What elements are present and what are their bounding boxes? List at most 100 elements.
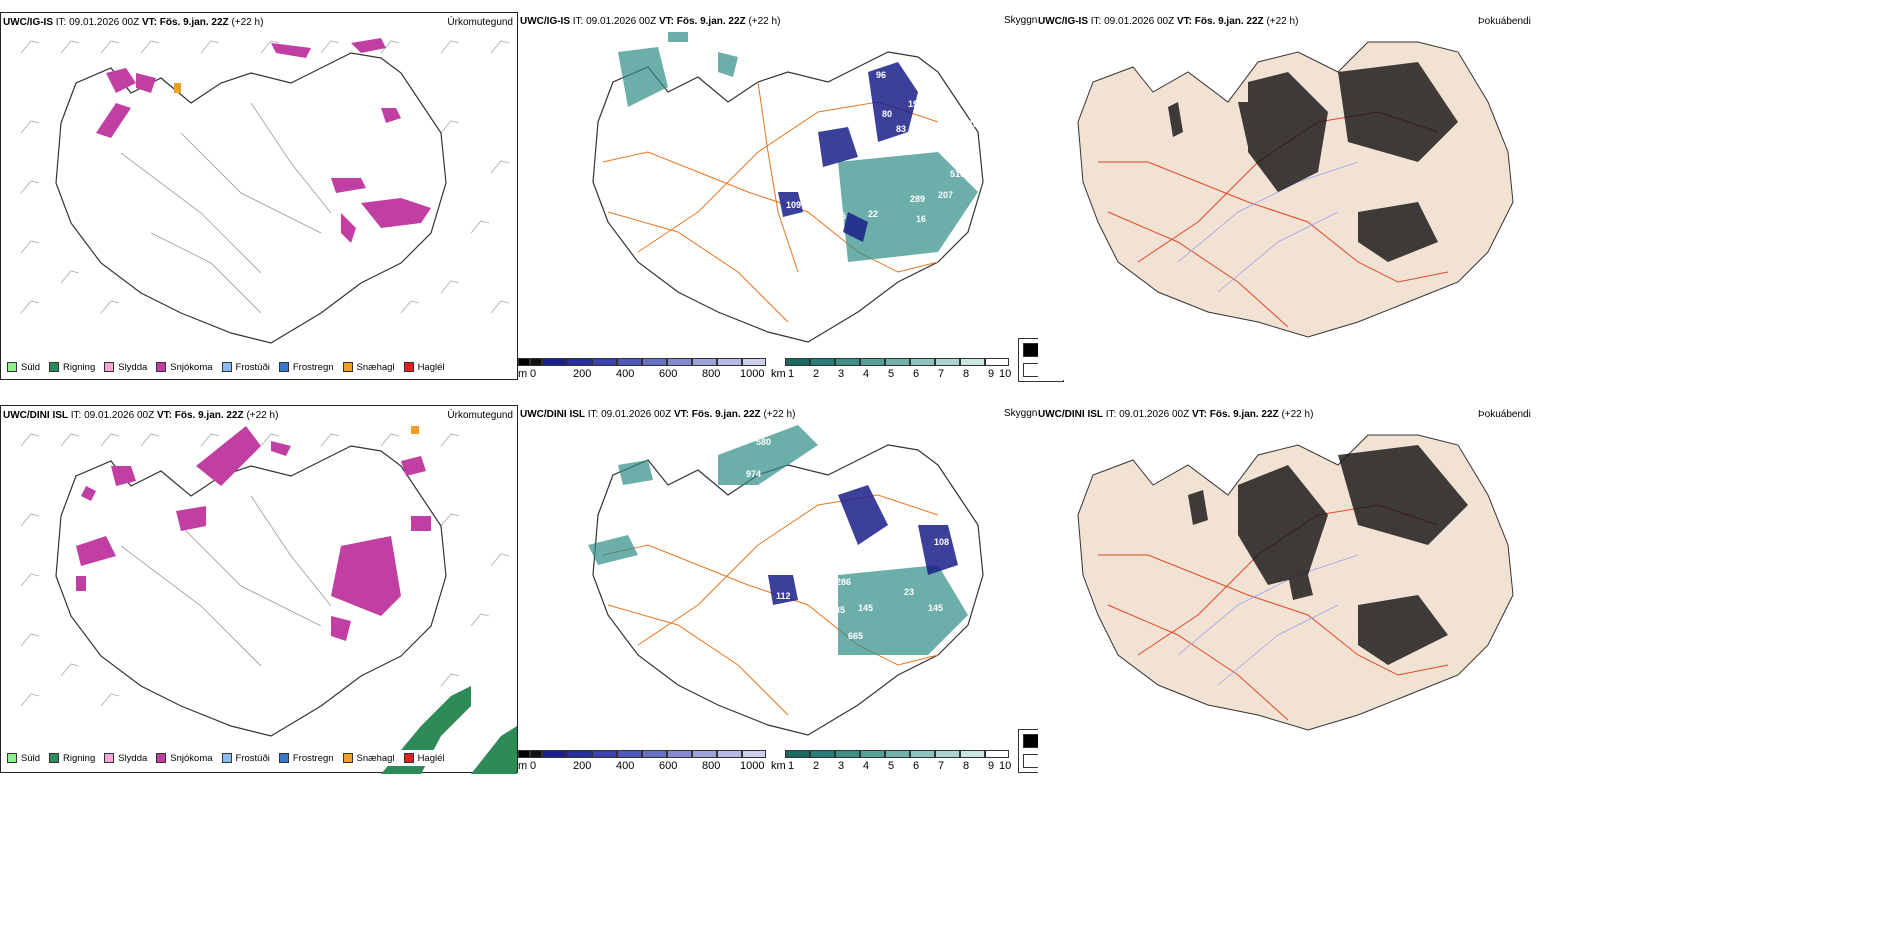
visibility-tick: 4 (863, 760, 870, 772)
legend-item: Haglél (403, 362, 445, 373)
visibility-map-row1: 96 101 197 80 83 18 76 15 519 289 207 16… (592, 32, 984, 343)
panel-header: UWC/IG-IS IT: 09.01.2026 00Z VT: Fös. 9.… (3, 17, 264, 28)
low-visibility-areas (618, 32, 978, 262)
legend-item: Frostregn (278, 362, 334, 373)
visibility-tick: 7 (938, 368, 945, 380)
cloud-base-tick: 0 (530, 368, 537, 380)
map-label: 519 (950, 169, 965, 179)
cloud-base-tick: 200 (573, 368, 592, 380)
cloud-base-tick: 400 (616, 368, 635, 380)
fog-map-row2 (1077, 434, 1514, 731)
visibility-tick: 8 (963, 760, 970, 772)
panel-header: UWC/IG-IS IT: 09.01.2026 00Z VT: Fös. 9.… (1038, 16, 1299, 27)
map-value-labels: 580 974 750 87 108 24 108 316 145 665 11… (613, 423, 949, 677)
cloud-base-tick: 800 (702, 760, 721, 772)
visibility-colorbar: km 1 2 3 4 5 6 7 8 9 10 (771, 358, 1011, 382)
legend-item: Snjókoma (156, 362, 213, 373)
fog-map-row1 (1077, 41, 1514, 338)
cloud-base-colorbar: m 0 200 400 600 800 1000 (518, 750, 768, 774)
visibility-tick: 1 (788, 760, 795, 772)
map-label: 23 (904, 587, 914, 597)
map-label: 145 (928, 603, 943, 613)
map-label: 235 (830, 605, 845, 615)
cloud-base-unit: m (518, 760, 528, 772)
visibility-tick: 5 (888, 368, 895, 380)
visibility-tick: 7 (938, 760, 945, 772)
cloud-base-unit: m (518, 368, 528, 380)
map-label: 83 (896, 124, 906, 134)
map-label: 41 (730, 200, 740, 210)
cloud-base-tick: 600 (659, 368, 678, 380)
map-label: 87 (932, 435, 942, 445)
map-label: 974 (746, 469, 761, 479)
map-label: 16 (916, 214, 926, 224)
map-label: 15 (954, 139, 964, 149)
map-label: 289 (910, 194, 925, 204)
cloud-base-tick: 0 (530, 760, 537, 772)
visibility-map-row2: 580 974 750 87 108 24 108 316 145 665 11… (588, 423, 984, 736)
precip-legend: Súld Rigning Slydda Snjókoma Frostúði Fr… (7, 750, 460, 766)
cloud-base-tick: 400 (616, 760, 635, 772)
panel-header: UWC/IG-IS IT: 09.01.2026 00Z VT: Fös. 9.… (520, 16, 781, 27)
legend-item: Frostúði (221, 753, 270, 764)
panel-title: Þokuábendi (1478, 409, 1531, 420)
legend-item: Snæhagl (342, 753, 395, 764)
panel-precip-type-row1: UWC/IG-IS IT: 09.01.2026 00Z VT: Fös. 9.… (0, 12, 518, 380)
map-label: 109 (786, 200, 801, 210)
map-label: 112 (776, 591, 791, 601)
legend-item: Snjókoma (156, 753, 213, 764)
visibility-unit: km (771, 368, 786, 380)
map-label: 108 (934, 537, 949, 547)
visibility-unit: km (771, 760, 786, 772)
map-label: 580 (756, 437, 771, 447)
panel-fog-row2: UWC/DINI ISL IT: 09.01.2026 00Z VT: Fös.… (1038, 405, 1900, 773)
visibility-tick: 6 (913, 760, 920, 772)
map-label: 75 (836, 211, 846, 221)
snow-areas (96, 38, 431, 243)
cloud-base-tick: 1000 (740, 760, 765, 772)
panel-title: Úrkomutegund (447, 17, 513, 28)
panel-title: Úrkomutegund (447, 410, 513, 421)
visibility-tick: 9 (988, 760, 995, 772)
visibility-tick: 8 (963, 368, 970, 380)
legend-item: Haglél (403, 753, 445, 764)
cloud-base-tick: 600 (659, 760, 678, 772)
legend-item: Súld (7, 362, 40, 373)
cloud-base-tick: 200 (573, 760, 592, 772)
map-label: 197 (908, 99, 923, 109)
precip-map-row1 (20, 38, 510, 344)
legend-item: Slydda (104, 362, 147, 373)
panel-header: UWC/DINI ISL IT: 09.01.2026 00Z VT: Fös.… (3, 410, 279, 421)
map-label: 145 (858, 603, 873, 613)
visibility-tick: 9 (988, 368, 995, 380)
visibility-tick: 3 (838, 760, 845, 772)
map-label: 74 (868, 667, 878, 677)
map-value-labels: 96 101 197 80 83 18 76 15 519 289 207 16… (730, 70, 978, 224)
map-label: 22 (868, 209, 878, 219)
map-label: 286 (836, 577, 851, 587)
panel-header: UWC/DINI ISL IT: 09.01.2026 00Z VT: Fös.… (520, 409, 796, 420)
map-label: 750 (918, 423, 933, 433)
panel-precip-type-row2: UWC/DINI ISL IT: 09.01.2026 00Z VT: Fös.… (0, 405, 518, 774)
legend-item: Súld (7, 753, 40, 764)
precip-legend: Súld Rigning Slydda Snjókoma Frostúði Fr… (7, 359, 454, 375)
cloud-base-colorbar: m 0 200 400 600 800 1000 (518, 358, 768, 382)
wind-barbs (20, 40, 510, 314)
legend-item: Frostúði (221, 362, 270, 373)
visibility-colorbar: km 1 2 3 4 5 6 7 8 9 10 (771, 750, 1011, 774)
legend-item: Rigning (49, 753, 95, 764)
rain-area-south (381, 686, 517, 774)
visibility-tick: 2 (813, 368, 820, 380)
map-label: 101 (918, 82, 933, 92)
panel-visibility-row2: 580 974 750 87 108 24 108 316 145 665 11… (518, 405, 1064, 774)
fog-areas (1168, 62, 1458, 262)
map-label: 80 (882, 109, 892, 119)
map-label: 108 (652, 537, 667, 547)
visibility-tick: 1 (788, 368, 795, 380)
low-cloud-base-areas (778, 62, 918, 242)
precip-map-row2 (20, 426, 510, 737)
map-label: 316 (932, 485, 947, 495)
panel-fog-row1: UWC/IG-IS IT: 09.01.2026 00Z VT: Fös. 9.… (1038, 12, 1900, 380)
map-label: 24 (613, 485, 623, 495)
visibility-tick: 4 (863, 368, 870, 380)
